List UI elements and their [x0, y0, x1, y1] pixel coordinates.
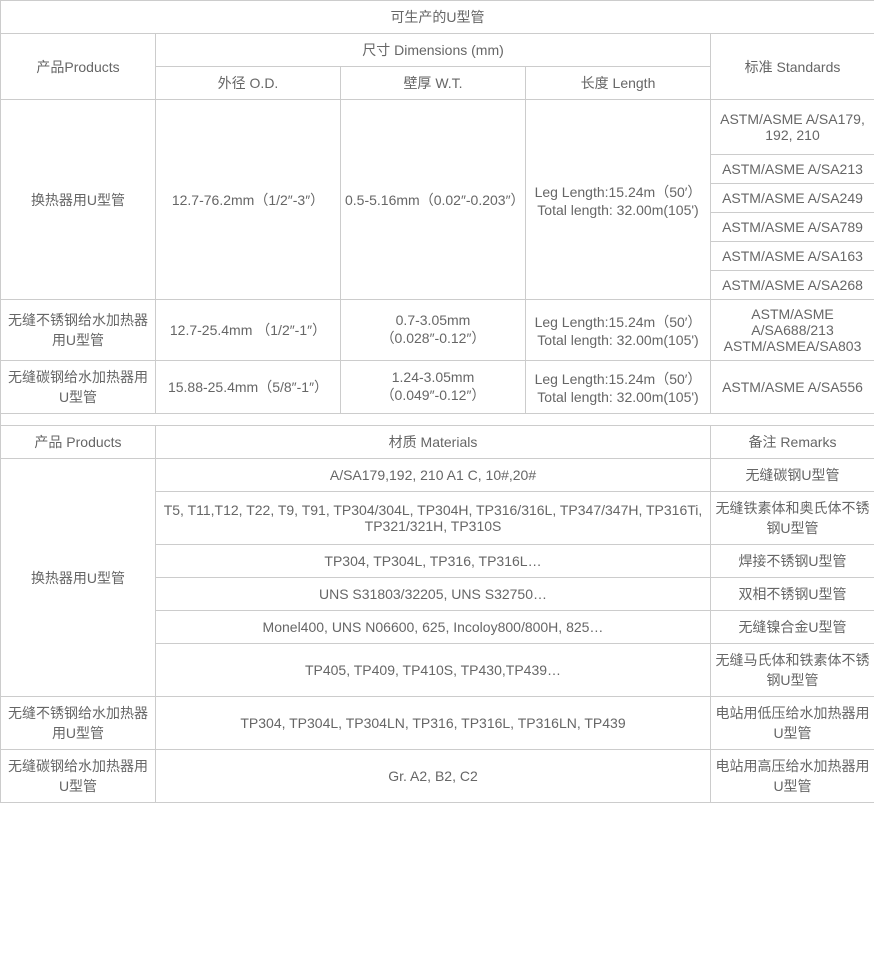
cell-material: T5, T11,T12, T22, T9, T91, TP304/304L, T… — [156, 492, 711, 545]
cell-material: A/SA179,192, 210 A1 C, 10#,20# — [156, 459, 711, 492]
cell-material: Gr. A2, B2, C2 — [156, 750, 711, 803]
cell-standard: ASTM/ASME A/SA213 — [711, 155, 874, 184]
spacer-row — [1, 414, 874, 426]
header-products-2: 产品 Products — [1, 426, 156, 459]
cell-remark: 焊接不锈钢U型管 — [711, 545, 874, 578]
header-dimensions: 尺寸 Dimensions (mm) — [156, 34, 711, 67]
cell-remark: 无缝碳钢U型管 — [711, 459, 874, 492]
cell-od: 12.7-25.4mm （1/2″-1″） — [156, 300, 341, 361]
cell-material: TP304, TP304L, TP316, TP316L… — [156, 545, 711, 578]
cell-wt: 0.5-5.16mm（0.02″-0.203″） — [341, 100, 526, 300]
cell-standard: ASTM/ASME A/SA268 — [711, 271, 874, 300]
cell-standard: ASTM/ASME A/SA179, 192, 210 — [711, 100, 874, 155]
cell-material: Monel400, UNS N06600, 625, Incoloy800/80… — [156, 611, 711, 644]
cell-material: TP304, TP304L, TP304LN, TP316, TP316L, T… — [156, 697, 711, 750]
header-remarks: 备注 Remarks — [711, 426, 874, 459]
table-title: 可生产的U型管 — [1, 1, 874, 34]
cell-product: 无缝不锈钢给水加热器用U型管 — [1, 300, 156, 361]
cell-product: 换热器用U型管 — [1, 459, 156, 697]
cell-od: 15.88-25.4mm（5/8″-1″） — [156, 361, 341, 414]
cell-length: Leg Length:15.24m（50′） Total length: 32.… — [526, 361, 711, 414]
header-products: 产品Products — [1, 34, 156, 100]
header-materials: 材质 Materials — [156, 426, 711, 459]
u-tube-spec-table: 可生产的U型管 产品Products 尺寸 Dimensions (mm) 标准… — [0, 0, 874, 803]
cell-remark: 电站用低压给水加热器用U型管 — [711, 697, 874, 750]
cell-product: 无缝碳钢给水加热器用U型管 — [1, 750, 156, 803]
cell-wt: 1.24-3.05mm（0.049″-0.12″） — [341, 361, 526, 414]
cell-remark: 无缝马氏体和铁素体不锈钢U型管 — [711, 644, 874, 697]
cell-remark: 电站用高压给水加热器用U型管 — [711, 750, 874, 803]
cell-remark: 无缝镍合金U型管 — [711, 611, 874, 644]
cell-product: 换热器用U型管 — [1, 100, 156, 300]
cell-wt: 0.7-3.05mm （0.028″-0.12″） — [341, 300, 526, 361]
subheader-wt: 壁厚 W.T. — [341, 67, 526, 100]
subheader-length: 长度 Length — [526, 67, 711, 100]
cell-length: Leg Length:15.24m（50′） Total length: 32.… — [526, 100, 711, 300]
cell-product: 无缝碳钢给水加热器用U型管 — [1, 361, 156, 414]
cell-material: TP405, TP409, TP410S, TP430,TP439… — [156, 644, 711, 697]
cell-od: 12.7-76.2mm（1/2″-3″） — [156, 100, 341, 300]
cell-product: 无缝不锈钢给水加热器用U型管 — [1, 697, 156, 750]
cell-material: UNS S31803/32205, UNS S32750… — [156, 578, 711, 611]
cell-standard: ASTM/ASME A/SA249 — [711, 184, 874, 213]
cell-standard: ASTM/ASME A/SA688/213 ASTM/ASMEA/SA803 — [711, 300, 874, 361]
cell-standard: ASTM/ASME A/SA163 — [711, 242, 874, 271]
cell-remark: 双相不锈钢U型管 — [711, 578, 874, 611]
cell-remark: 无缝铁素体和奥氏体不锈钢U型管 — [711, 492, 874, 545]
cell-standard: ASTM/ASME A/SA556 — [711, 361, 874, 414]
subheader-od: 外径 O.D. — [156, 67, 341, 100]
cell-length: Leg Length:15.24m（50′） Total length: 32.… — [526, 300, 711, 361]
header-standards: 标准 Standards — [711, 34, 874, 100]
cell-standard: ASTM/ASME A/SA789 — [711, 213, 874, 242]
